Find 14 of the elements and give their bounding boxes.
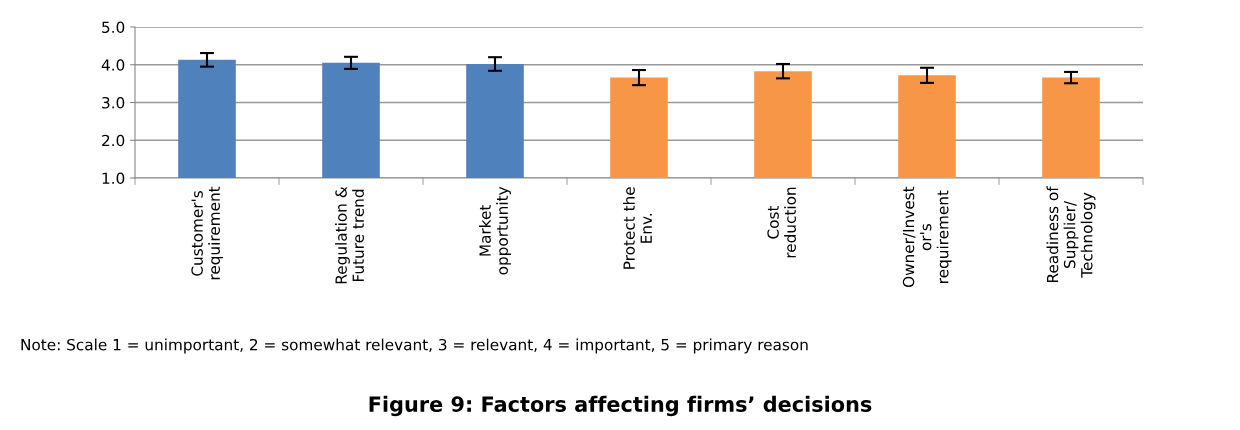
y-tick-label: 4.0 bbox=[101, 59, 125, 71]
x-tick-label: Regulation & Future trend bbox=[335, 186, 364, 284]
y-tick-label: 2.0 bbox=[102, 134, 125, 147]
text: Note: Scale 1 = unimportant, 2 = somewhat relevant, 3 = relevant, 4 = important, 5 = primary reason bbox=[21, 338, 808, 354]
x-tick-label: Owner/Invest or's requirement bbox=[902, 186, 952, 288]
x-tick-label: Readiness of Supplier/ Technology bbox=[1046, 186, 1096, 283]
x-tick-label: Cost reduction bbox=[767, 187, 796, 258]
x-tick-label: Customer's requirement bbox=[191, 186, 223, 280]
y-tick-label: 5.0 bbox=[102, 21, 125, 34]
x-tick-label: Market opportunity bbox=[479, 186, 511, 275]
x-tick-label: Protect the Env. bbox=[623, 187, 652, 269]
y-tick-label: 3.0 bbox=[102, 96, 125, 109]
text: Figure 9: Factors affecting firms’ decisions bbox=[369, 395, 872, 417]
y-tick-label: 1.0 bbox=[102, 172, 125, 185]
